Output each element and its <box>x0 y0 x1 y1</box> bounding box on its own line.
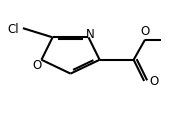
Text: O: O <box>140 25 150 38</box>
Text: N: N <box>86 28 95 40</box>
Text: O: O <box>149 75 159 88</box>
Text: Cl: Cl <box>8 22 19 35</box>
Text: O: O <box>33 58 42 71</box>
